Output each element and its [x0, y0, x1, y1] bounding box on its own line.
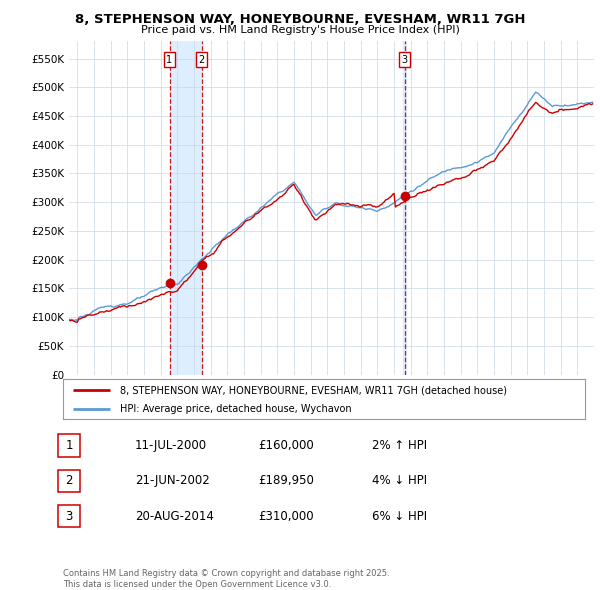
Text: 2: 2: [65, 474, 73, 487]
Text: 8, STEPHENSON WAY, HONEYBOURNE, EVESHAM, WR11 7GH (detached house): 8, STEPHENSON WAY, HONEYBOURNE, EVESHAM,…: [121, 385, 508, 395]
Text: 1: 1: [166, 55, 173, 65]
Text: 6% ↓ HPI: 6% ↓ HPI: [372, 510, 427, 523]
Text: 2: 2: [199, 55, 205, 65]
Text: 8, STEPHENSON WAY, HONEYBOURNE, EVESHAM, WR11 7GH: 8, STEPHENSON WAY, HONEYBOURNE, EVESHAM,…: [75, 13, 525, 26]
Text: 11-JUL-2000: 11-JUL-2000: [135, 439, 207, 452]
Text: 21-JUN-2002: 21-JUN-2002: [135, 474, 210, 487]
Text: £310,000: £310,000: [258, 510, 314, 523]
Text: £189,950: £189,950: [258, 474, 314, 487]
Text: 20-AUG-2014: 20-AUG-2014: [135, 510, 214, 523]
Bar: [403, 41, 406, 375]
Text: 1: 1: [65, 439, 73, 452]
Text: 4% ↓ HPI: 4% ↓ HPI: [372, 474, 427, 487]
Text: Price paid vs. HM Land Registry's House Price Index (HPI): Price paid vs. HM Land Registry's House …: [140, 25, 460, 35]
Text: 3: 3: [65, 510, 73, 523]
Text: 2% ↑ HPI: 2% ↑ HPI: [372, 439, 427, 452]
Text: HPI: Average price, detached house, Wychavon: HPI: Average price, detached house, Wych…: [121, 404, 352, 414]
Text: Contains HM Land Registry data © Crown copyright and database right 2025.
This d: Contains HM Land Registry data © Crown c…: [63, 569, 389, 589]
Text: £160,000: £160,000: [258, 439, 314, 452]
Text: 3: 3: [401, 55, 408, 65]
Bar: [170, 41, 202, 375]
